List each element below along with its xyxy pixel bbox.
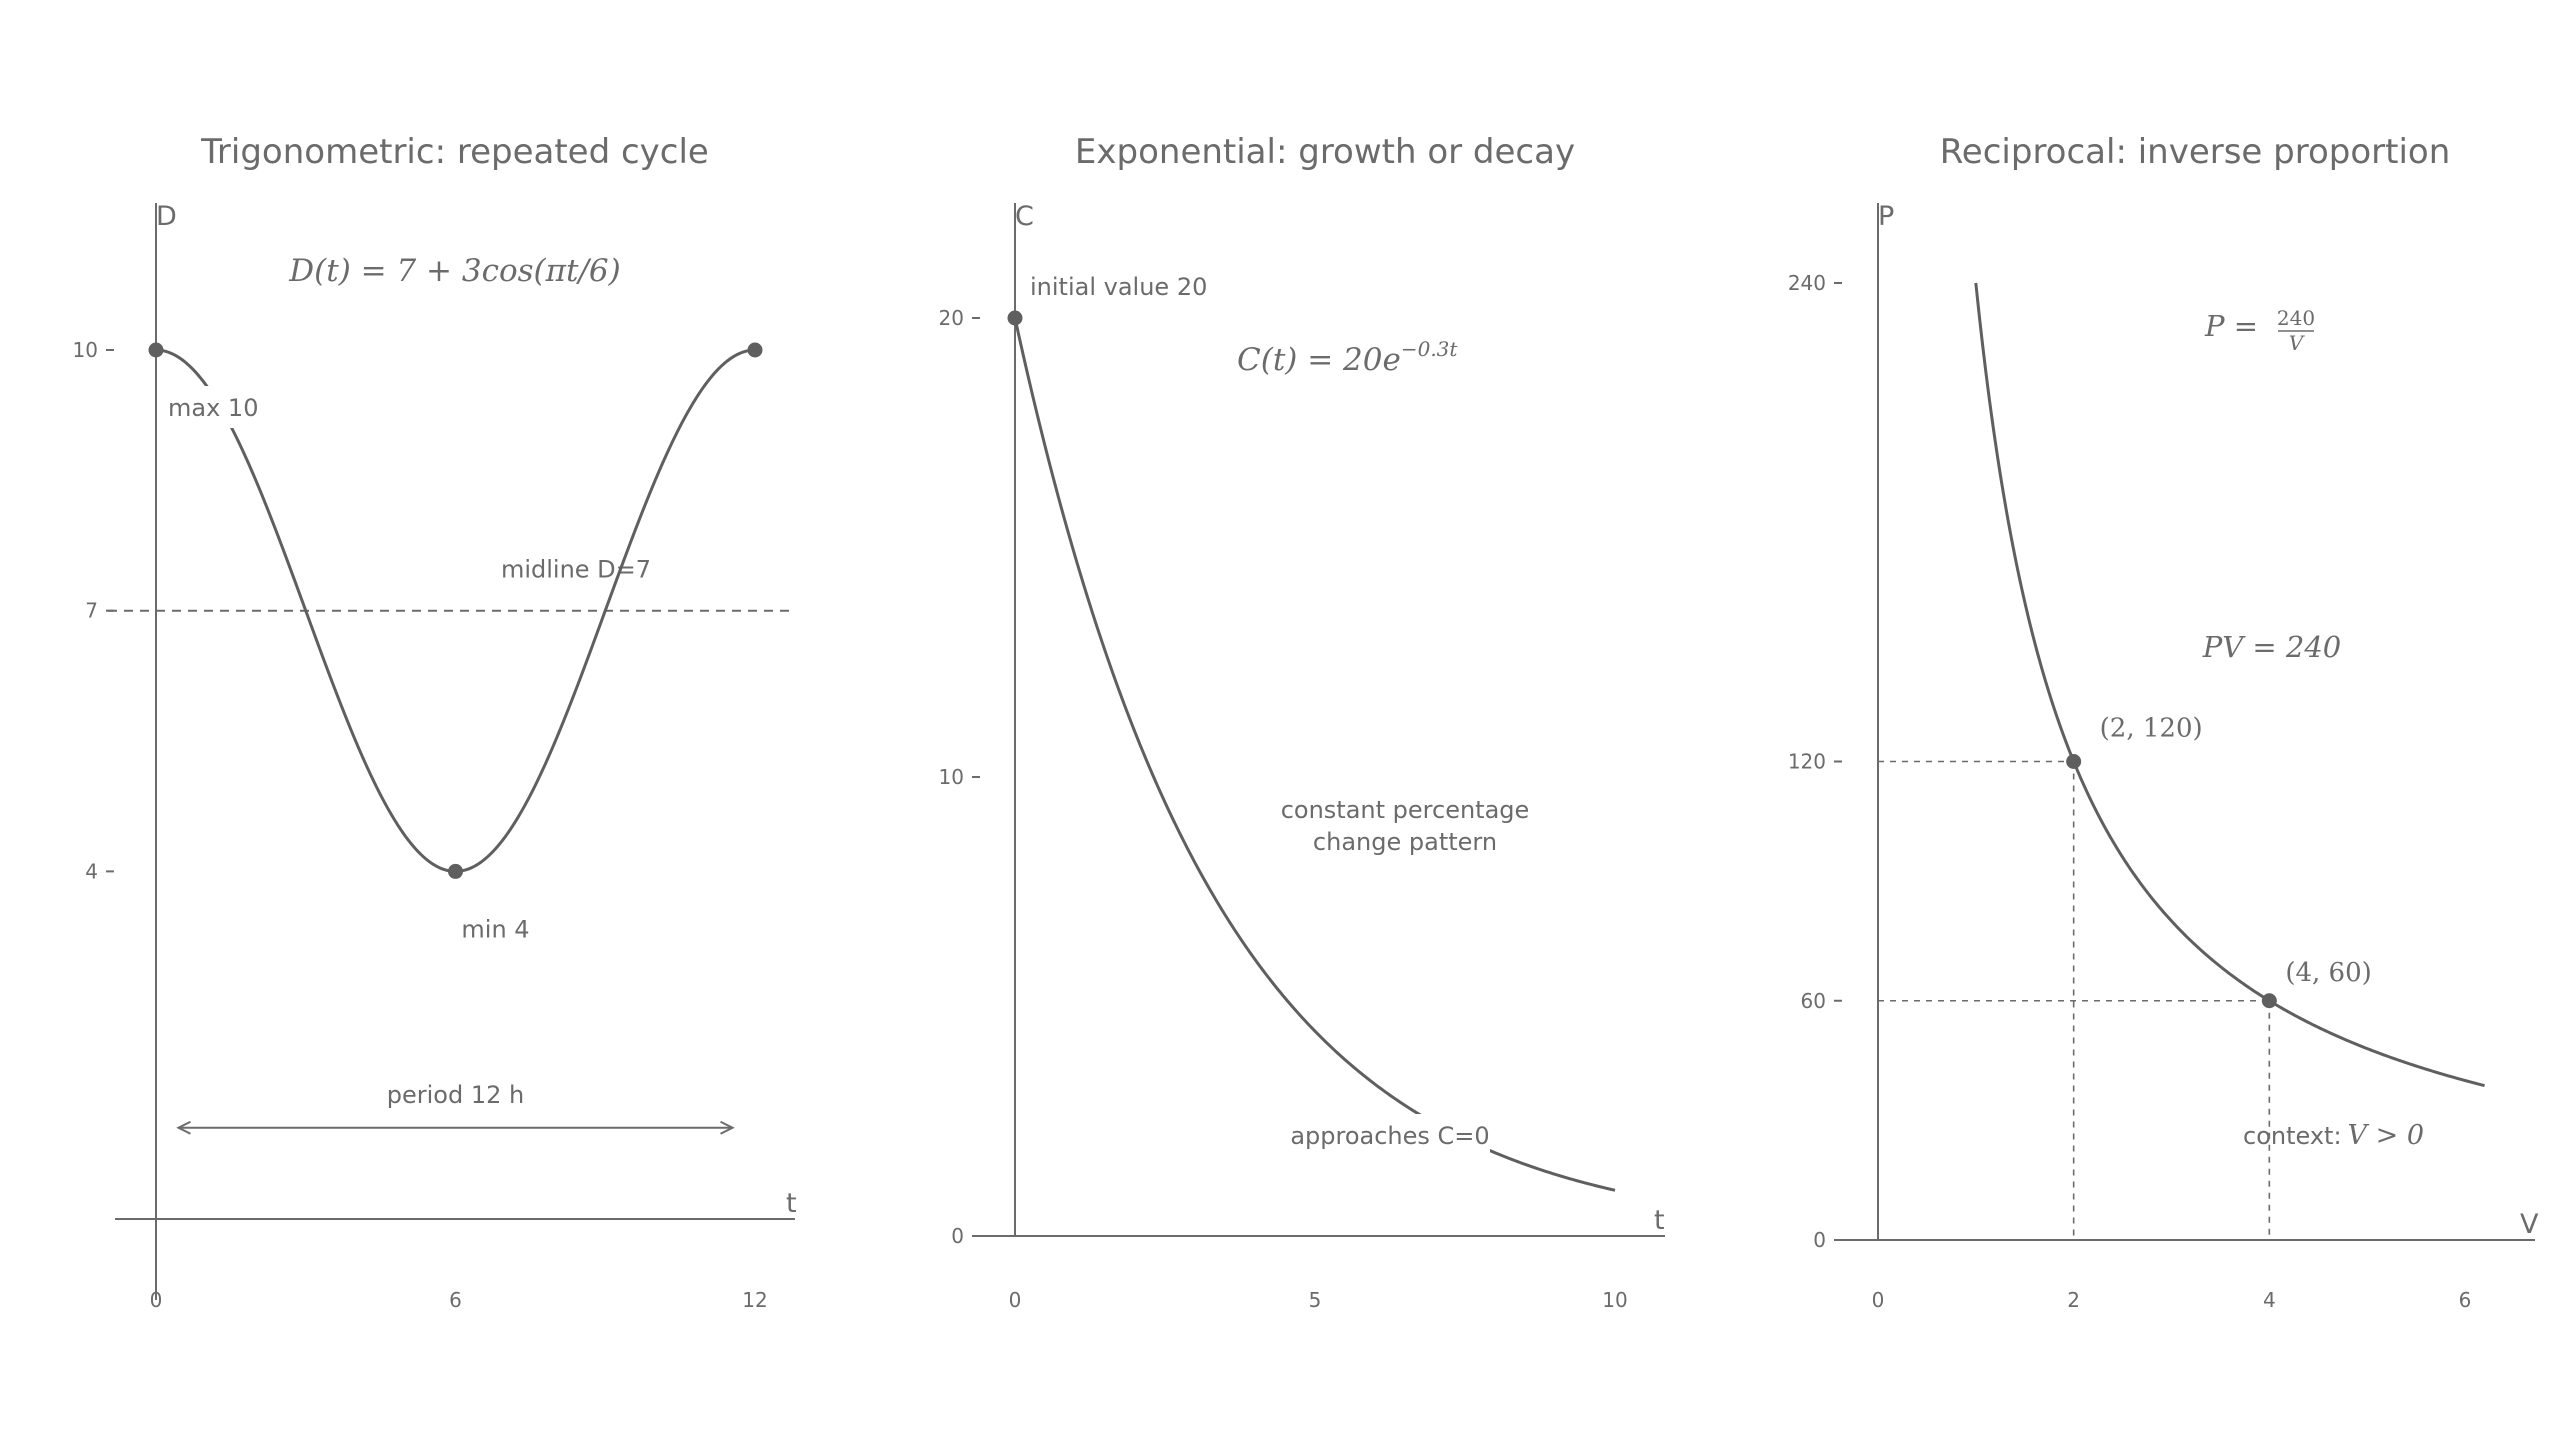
- exp-ticks: 0 5 10 0 10 20: [939, 306, 1628, 1312]
- data-point: [148, 342, 164, 358]
- exp-x-axis-label: t: [1654, 1205, 1665, 1236]
- recip-panel: Reciprocal: inverse proportion P V 0 2 4 60…: [1788, 132, 2539, 1312]
- recip-curve: [1974, 282, 2485, 1088]
- x-tick-label: 10: [1602, 1288, 1627, 1312]
- recip-context-condition: V > 0: [2348, 1120, 2424, 1151]
- trig-period-label: period 12 h: [387, 1081, 524, 1109]
- trig-period-arrow: [176, 1120, 735, 1135]
- exp-asymptote-label-mask: [1290, 1114, 1490, 1156]
- recip-x-axis-label: V: [2520, 1209, 2539, 1240]
- recip-equation: P = 240 V: [2204, 306, 2315, 355]
- data-point: [747, 342, 763, 358]
- exp-equation-exponent: −0.3t: [1401, 337, 1459, 361]
- trig-x-axis-label: t: [786, 1188, 797, 1219]
- exp-points: [1007, 310, 1023, 326]
- exp-curve: [1013, 317, 1616, 1192]
- recip-equation-product: PV = 240: [2202, 630, 2342, 664]
- y-tick-label: 240: [1788, 271, 1826, 295]
- y-tick-label: 7: [85, 599, 98, 623]
- x-tick-label: 6: [449, 1288, 462, 1312]
- trig-min-label: min 4: [461, 915, 529, 943]
- trig-curve: [155, 348, 756, 873]
- y-tick-label: 10: [939, 765, 964, 789]
- recip-y-axis-label: P: [1878, 201, 1894, 232]
- y-tick-label: 0: [1813, 1228, 1826, 1252]
- trig-midline-label: midline D=7: [501, 556, 651, 584]
- trig-panel: Trigonometric: repeated cycle D t 0 6 12 4 7…: [73, 132, 797, 1312]
- exp-pattern-label-line1: constant percentage: [1281, 796, 1530, 824]
- data-point: [2066, 754, 2082, 769]
- recip-equation-lhs: P =: [2204, 309, 2258, 343]
- trig-max-label: max 10: [168, 394, 258, 422]
- recip-context-prefix: context:: [2243, 1122, 2342, 1150]
- exp-equation-base: C(t) = 20e: [1237, 342, 1401, 378]
- exp-y-axis-label: C: [1015, 201, 1034, 232]
- x-tick-label: 0: [150, 1288, 163, 1312]
- x-tick-label: 0: [1009, 1288, 1022, 1312]
- x-tick-label: 4: [2263, 1288, 2276, 1312]
- y-tick-label: 60: [1801, 989, 1826, 1013]
- exp-pattern-label-line2: change pattern: [1313, 828, 1497, 856]
- recip-equation-denominator: V: [2289, 331, 2306, 355]
- exp-equation: C(t) = 20e−0.3t: [1237, 337, 1458, 378]
- exp-panel: Exponential: growth or decay C t 0 5 10 0 10…: [939, 132, 1665, 1312]
- trig-y-axis-label: D: [156, 201, 177, 232]
- trig-points: max 10 min 4: [148, 342, 763, 943]
- recip-title: Reciprocal: inverse proportion: [1940, 132, 2451, 172]
- recip-point-label: (4, 60): [2285, 958, 2371, 988]
- x-tick-label: 12: [742, 1288, 767, 1312]
- y-tick-label: 10: [73, 338, 98, 362]
- x-tick-label: 2: [2067, 1288, 2080, 1312]
- recip-equation-numerator: 240: [2277, 306, 2315, 330]
- x-tick-label: 0: [1872, 1288, 1885, 1312]
- x-tick-label: 5: [1309, 1288, 1322, 1312]
- recip-points: [2066, 754, 2277, 1009]
- recip-point-label: (2, 120): [2100, 714, 2203, 744]
- data-point: [1007, 310, 1023, 326]
- y-tick-label: 4: [85, 859, 98, 883]
- trig-max-label-mask: [164, 386, 264, 428]
- x-tick-label: 6: [2459, 1288, 2472, 1312]
- recip-context-label: context: V > 0: [2243, 1120, 2424, 1151]
- exp-asymptote-label: approaches C=0: [1290, 1122, 1489, 1150]
- data-point: [2261, 993, 2277, 1009]
- trig-ticks: 0 6 12 4 7 10: [73, 338, 768, 1312]
- y-tick-label: 0: [951, 1224, 964, 1248]
- y-tick-label: 120: [1788, 750, 1826, 774]
- exp-initial-label: initial value 20: [1030, 273, 1207, 301]
- data-point: [448, 863, 463, 879]
- exp-title: Exponential: growth or decay: [1075, 132, 1575, 172]
- trig-equation: D(t) = 7 + 3cos(πt/6): [288, 253, 620, 289]
- y-tick-label: 20: [939, 306, 964, 330]
- trig-title: Trigonometric: repeated cycle: [200, 132, 709, 172]
- recip-guide-lines: [1878, 760, 2271, 1240]
